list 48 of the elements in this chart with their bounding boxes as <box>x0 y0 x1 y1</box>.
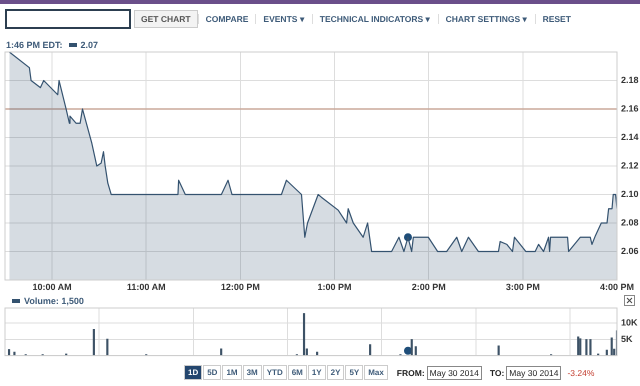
x-tick-label: 2:00 PM <box>412 282 446 292</box>
text: EVENTS ▾ <box>255 14 312 24</box>
text: Max <box>364 365 388 380</box>
y-tick-label: 2.08 <box>621 217 639 228</box>
text: 6M <box>288 365 307 380</box>
text: May 30 2014 <box>426 366 482 380</box>
y-tick-label: 5K <box>621 334 634 344</box>
y-tick-label: 2.18 <box>621 74 639 85</box>
text: 1D <box>184 365 202 380</box>
bar <box>220 348 222 356</box>
y-tick-label: 2.10 <box>621 188 639 199</box>
bar <box>302 313 306 356</box>
y-tick-label: 10K <box>621 318 638 328</box>
text: COMPARE <box>198 14 256 24</box>
text: RESET <box>534 14 578 24</box>
bar <box>589 339 592 356</box>
bar <box>579 338 582 356</box>
x-tick-label: 3:00 PM <box>506 282 540 292</box>
y-tick-label: 2.12 <box>621 160 639 170</box>
text: TECHNICAL INDICATORS ▾ <box>312 14 438 24</box>
text: May 30 2014 <box>506 366 562 380</box>
text: 5D <box>203 365 222 380</box>
text: GET CHART <box>134 10 198 28</box>
text: 2Y <box>326 365 344 380</box>
text: 1M <box>222 365 242 380</box>
y-tick-label: 2.16 <box>621 103 639 114</box>
text: 3M <box>242 365 262 380</box>
text: YTD <box>262 365 287 380</box>
bar <box>585 339 588 356</box>
x-tick-label: 10:00 AM <box>32 282 72 292</box>
text: CHART SETTINGS ▾ <box>438 14 535 24</box>
x-tick-label: 1:00 PM <box>318 282 352 292</box>
x-tick-label: 4:00 PM <box>600 282 634 292</box>
x-tick-label: 11:00 AM <box>126 282 166 292</box>
bar <box>92 329 95 356</box>
y-tick-label: 2.06 <box>621 246 639 256</box>
text: 5Y <box>345 365 364 380</box>
text: 1Y <box>308 365 326 380</box>
bar <box>610 337 613 356</box>
chart-subtitle: Volume: 1,500 <box>24 296 84 306</box>
y-tick-label: 2.14 <box>621 132 639 142</box>
text: -3.24% <box>567 368 594 378</box>
bar <box>577 336 580 356</box>
bar <box>410 339 413 356</box>
text: 1:46 PM EDT: 2.07 <box>6 40 98 50</box>
x-tick-label: 12:00 PM <box>220 282 260 292</box>
text: FROM: <box>396 368 425 378</box>
text: TO: <box>490 368 504 378</box>
